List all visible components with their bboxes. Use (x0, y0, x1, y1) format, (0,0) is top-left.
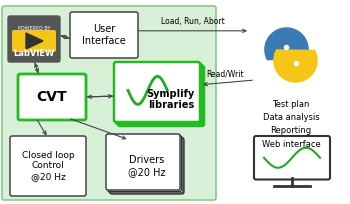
FancyBboxPatch shape (107, 135, 182, 192)
FancyBboxPatch shape (8, 16, 60, 62)
Text: Drivers
@20 Hz: Drivers @20 Hz (128, 155, 166, 177)
FancyBboxPatch shape (106, 134, 180, 190)
Text: LabVIEW: LabVIEW (13, 49, 55, 58)
FancyBboxPatch shape (116, 63, 202, 123)
Polygon shape (265, 28, 308, 60)
FancyBboxPatch shape (109, 137, 183, 193)
Text: Test plan
Data analysis
Reporting
Web interface: Test plan Data analysis Reporting Web in… (262, 100, 320, 149)
Text: Closed loop
Control
@20 Hz: Closed loop Control @20 Hz (22, 151, 74, 181)
FancyBboxPatch shape (70, 12, 138, 58)
FancyBboxPatch shape (12, 30, 56, 52)
Polygon shape (274, 50, 317, 82)
FancyBboxPatch shape (254, 136, 330, 180)
FancyBboxPatch shape (118, 66, 204, 126)
FancyBboxPatch shape (10, 136, 86, 196)
FancyBboxPatch shape (114, 62, 200, 122)
Polygon shape (26, 33, 43, 49)
Text: Read/Writ: Read/Writ (207, 69, 244, 78)
Text: CVT: CVT (37, 90, 67, 104)
FancyBboxPatch shape (2, 6, 216, 200)
FancyBboxPatch shape (117, 65, 203, 125)
Text: User
Interface: User Interface (82, 24, 126, 46)
Text: POWERED BY: POWERED BY (18, 26, 50, 31)
Text: Symplify
libraries: Symplify libraries (147, 89, 195, 110)
FancyBboxPatch shape (110, 138, 184, 194)
Text: Load, Run, Abort: Load, Run, Abort (161, 17, 225, 26)
FancyBboxPatch shape (18, 74, 86, 120)
